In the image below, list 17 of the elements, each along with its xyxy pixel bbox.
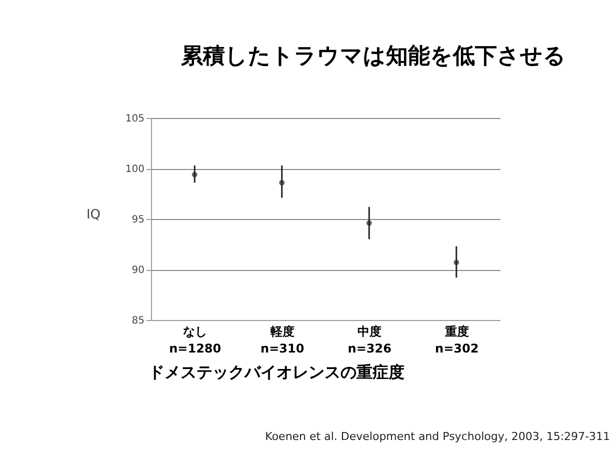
y-tick-label: 105 bbox=[125, 114, 144, 124]
point bbox=[366, 220, 372, 226]
y-tick-label: 95 bbox=[132, 214, 144, 226]
x-tick-label: 重度 n=302 bbox=[435, 324, 479, 356]
y-tick-label: 90 bbox=[132, 265, 144, 276]
y-axis-title: IQ bbox=[86, 208, 101, 222]
x-axis-title: ドメステックバイオレンスの重症度 bbox=[148, 362, 404, 382]
point bbox=[454, 260, 460, 266]
text: Koenen et al. Development and Psychology, 2003, 15:297-311 bbox=[265, 430, 610, 443]
y-tick-label: 85 bbox=[132, 316, 144, 326]
chart-title: 累積したトラウマは知能を低下させる bbox=[180, 44, 566, 69]
point bbox=[279, 180, 285, 186]
point bbox=[192, 172, 198, 178]
y-tick-label: 100 bbox=[125, 164, 144, 175]
x-tick-label: 中度 n=326 bbox=[348, 324, 392, 356]
x-tick-label: なし n=1280 bbox=[169, 324, 222, 356]
x-tick-label: 軽度 n=310 bbox=[260, 324, 304, 356]
